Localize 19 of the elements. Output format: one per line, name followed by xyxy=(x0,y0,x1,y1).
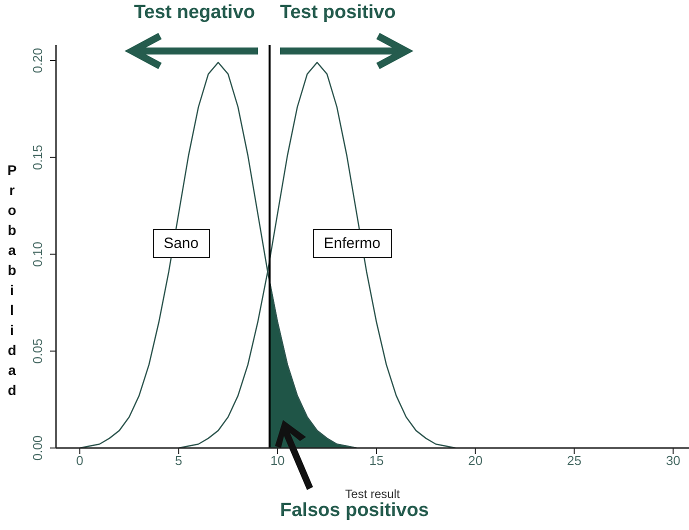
y-tick-label: 0.20 xyxy=(30,48,45,74)
x-tick-label: 5 xyxy=(175,453,182,468)
x-tick-label: 25 xyxy=(567,453,582,468)
y-tick-label: 0.05 xyxy=(30,338,45,364)
x-tick-label: 20 xyxy=(468,453,483,468)
x-tick-label: 0 xyxy=(76,453,84,468)
series-label: Sano xyxy=(152,229,210,258)
y-tick-label: 0.15 xyxy=(30,144,45,170)
y-tick-label: 0.10 xyxy=(30,242,45,267)
text: Test positivo xyxy=(280,2,396,24)
x-axis-title: Test result xyxy=(345,487,401,501)
text: Falsos positivos xyxy=(280,500,429,522)
y-tick-label: 0.00 xyxy=(30,435,45,461)
x-tick-label: 10 xyxy=(270,453,285,468)
text: Test negativo xyxy=(134,2,255,24)
x-tick-label: 30 xyxy=(666,453,680,468)
x-tick-label: 15 xyxy=(369,453,384,468)
text: Probabilidad xyxy=(7,162,17,398)
series-label: Enfermo xyxy=(312,229,392,258)
